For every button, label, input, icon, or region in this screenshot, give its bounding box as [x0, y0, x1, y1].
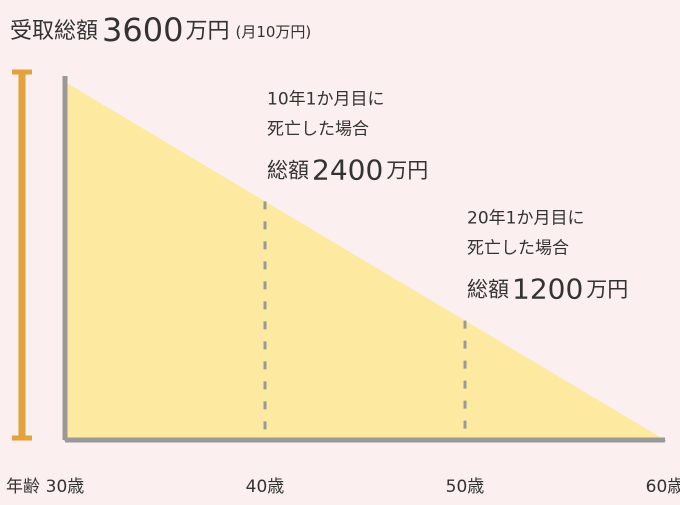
chart-title: 受取総額 3600万円 (月10万円) [10, 11, 311, 49]
annotation-total: 総額 2400 万円 [267, 153, 428, 186]
x-tick-label: 30歳 [46, 477, 85, 497]
x-tick-label: 40歳 [246, 477, 285, 497]
annotation-line: 20年1か月目に [467, 209, 584, 229]
title-note: (月10万円) [235, 23, 311, 41]
title-value: 3600 [102, 11, 183, 49]
area [65, 82, 665, 440]
annotation-total: 総額 1200 万円 [467, 273, 628, 306]
annotation-unit: 万円 [386, 158, 428, 182]
x-tick-label: 60歳 [646, 477, 680, 497]
annotation-line: 死亡した場合 [467, 239, 569, 259]
annotation-line: 10年1か月目に [267, 89, 384, 109]
x-axis-label: 年齢 [6, 477, 40, 497]
annotation-lead: 総額 [467, 278, 509, 302]
y-axis-decoration [12, 69, 32, 441]
annotation-line: 死亡した場合 [267, 119, 369, 139]
annotation-value: 1200 [512, 273, 583, 306]
x-tick-label: 50歳 [446, 477, 485, 497]
annotation-unit: 万円 [586, 278, 628, 302]
annotation-value: 2400 [312, 153, 383, 186]
title-lead: 受取総額 [10, 19, 98, 44]
title-unit: 万円 [185, 19, 229, 44]
annotation-lead: 総額 [267, 158, 309, 182]
